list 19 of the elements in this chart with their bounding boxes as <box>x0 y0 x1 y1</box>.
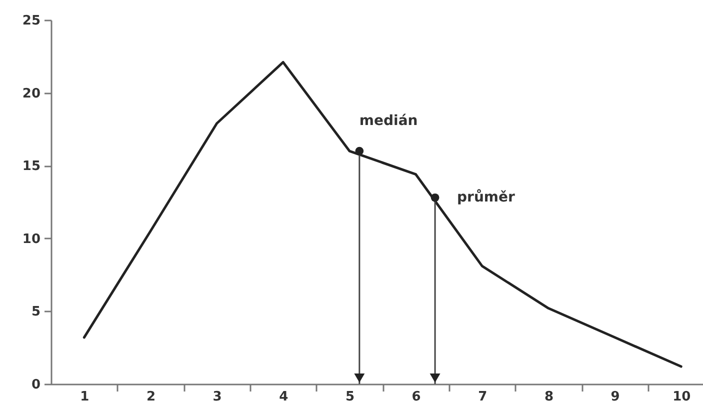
x-tick-label: 6 <box>412 390 421 404</box>
x-tick-label: 9 <box>610 390 620 404</box>
x-tick-label: 7 <box>478 390 488 404</box>
x-tick-label: 1 <box>80 390 90 404</box>
x-tick-label: 5 <box>345 390 354 404</box>
line-series <box>82 60 682 368</box>
y-tick-label: 25 <box>22 14 40 28</box>
annotation: medián <box>359 113 418 130</box>
annotation: průměr <box>457 188 516 206</box>
x-tick-label: 3 <box>212 390 222 404</box>
x-tick-label: 10 <box>672 390 691 404</box>
y-tick-label: 0 <box>31 378 40 392</box>
x-tick-label: 4 <box>279 390 288 404</box>
y-tick-label: 5 <box>31 304 40 320</box>
y-tick-label: 20 <box>22 86 40 102</box>
x-tick-label: 2 <box>146 390 156 404</box>
y-tick-label: 10 <box>22 232 40 247</box>
y-tick-label: 15 <box>22 159 40 174</box>
x-tick-label: 8 <box>544 390 554 404</box>
